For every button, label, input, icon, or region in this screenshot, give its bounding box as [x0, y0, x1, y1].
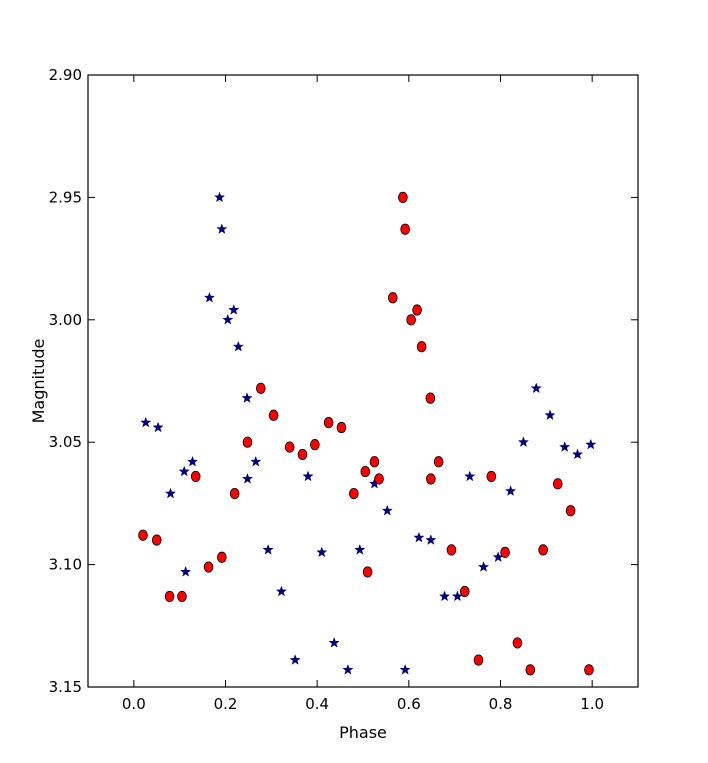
star-point [559, 441, 571, 452]
star-point [140, 416, 152, 428]
x-tick-label: 0.2 [214, 695, 238, 713]
star-point [241, 472, 254, 484]
star-point [232, 340, 244, 352]
star-point [342, 663, 354, 675]
star-point [203, 291, 216, 303]
star-point [413, 531, 425, 543]
star-point [186, 455, 199, 467]
y-tick-label: 2.90 [49, 66, 82, 84]
star-point [241, 392, 253, 403]
circle-point [349, 488, 359, 500]
circle-point [336, 421, 347, 434]
circle-point [500, 546, 510, 558]
y-tick-label: 3.05 [49, 433, 82, 451]
circle-point [400, 223, 410, 235]
x-tick-label: 0.0 [122, 695, 146, 713]
x-tick-label: 0.4 [305, 695, 329, 713]
star-point [517, 436, 530, 448]
plot-frame [87, 74, 639, 688]
star-point [504, 485, 517, 496]
circle-point [297, 448, 308, 461]
star-point [216, 223, 228, 235]
x-tick-label: 1.0 [580, 695, 604, 713]
star-point [289, 654, 301, 665]
circle-point [433, 456, 444, 468]
star-point [250, 455, 262, 467]
star-point [438, 590, 451, 602]
x-tick-label: 0.6 [397, 695, 421, 713]
circle-point [255, 382, 266, 394]
circle-point [459, 585, 470, 598]
star-point [302, 470, 314, 482]
star-point [571, 448, 584, 460]
circle-point [406, 314, 416, 326]
circle-point [323, 417, 334, 429]
circle-point [552, 478, 563, 490]
star-point [585, 438, 597, 450]
x-axis-label: Phase [339, 723, 387, 742]
circle-point [217, 551, 227, 563]
circle-point [525, 664, 536, 676]
circle-point [486, 470, 497, 483]
series-circles [138, 191, 594, 676]
circle-point [242, 436, 253, 448]
circle-point [369, 456, 380, 468]
star-point [316, 546, 328, 558]
circle-point [473, 654, 484, 666]
circle-point [360, 465, 371, 478]
circle-point [565, 505, 576, 517]
x-tick-label: 0.8 [489, 695, 513, 713]
star-point [213, 191, 226, 203]
series-stars [140, 191, 597, 675]
x-axis-ticks: 0.0 0.2 0.4 0.6 0.8 1.0 [122, 75, 604, 713]
circle-point [446, 544, 457, 556]
star-point [464, 470, 476, 482]
star-point [477, 561, 490, 572]
star-point [425, 534, 437, 545]
circle-point [374, 473, 384, 485]
star-point [152, 421, 164, 433]
star-point [399, 663, 411, 675]
circle-point [138, 529, 148, 541]
circle-point [310, 439, 320, 451]
star-point [544, 409, 556, 421]
y-axis-label: Magnitude [29, 339, 48, 424]
star-point [381, 504, 393, 516]
y-tick-label: 2.95 [49, 188, 82, 206]
circle-point [412, 304, 422, 316]
circle-point [203, 561, 214, 573]
circle-point [398, 191, 408, 203]
y-tick-label: 3.00 [49, 311, 82, 329]
circle-point [426, 473, 436, 485]
star-point [164, 487, 177, 499]
circle-point [387, 292, 398, 304]
circle-point [284, 441, 295, 453]
y-tick-label: 3.15 [49, 678, 82, 696]
circle-point [177, 590, 187, 603]
star-point [178, 465, 190, 477]
circle-point [584, 664, 594, 676]
circle-point [229, 488, 240, 500]
star-point [354, 543, 366, 555]
circle-point [164, 590, 175, 603]
circle-point [416, 341, 427, 353]
star-point [228, 304, 240, 315]
star-point [328, 636, 340, 648]
star-point [262, 543, 274, 555]
circle-point [538, 544, 548, 556]
star-point [530, 382, 542, 394]
circle-point [512, 637, 523, 649]
y-tick-label: 3.10 [49, 556, 82, 574]
circle-point [190, 470, 201, 483]
circle-point [362, 566, 373, 578]
circle-point [151, 534, 162, 546]
star-point [179, 565, 192, 577]
y-axis-ticks: 2.90 2.95 3.00 3.05 3.10 3.15 [49, 66, 638, 696]
circle-point [268, 409, 279, 421]
star-point [275, 585, 288, 597]
circle-point [425, 392, 436, 404]
star-point [222, 313, 234, 325]
